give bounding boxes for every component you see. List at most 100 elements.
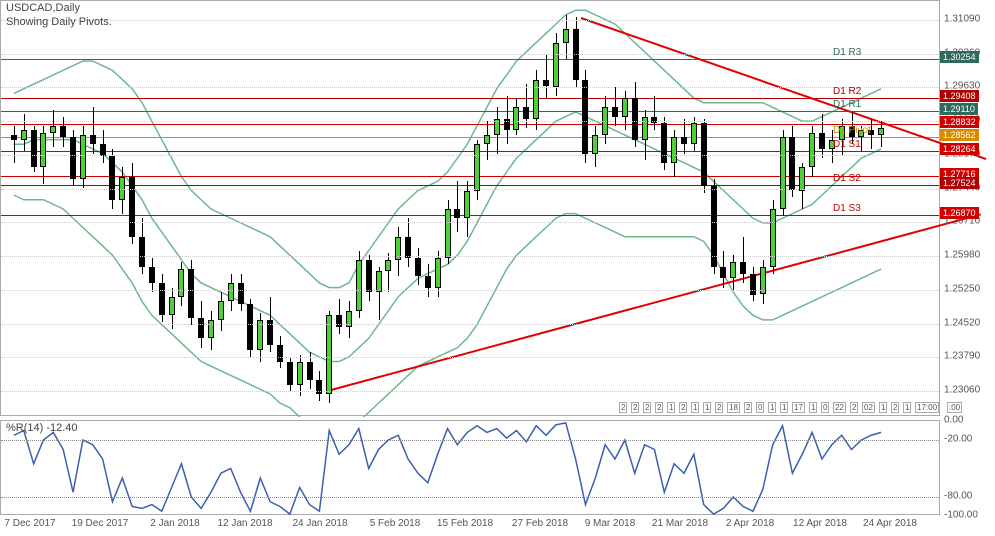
price-tag: 1.29408	[940, 90, 979, 102]
date-axis: 7 Dec 2017 19 Dec 2017 2 Jan 2018 12 Jan 20…	[0, 516, 940, 536]
date-tick: 2 Jan 2018	[150, 518, 200, 529]
candle-body	[415, 258, 421, 276]
pivot-line	[1, 59, 939, 60]
small-number: 17	[792, 402, 805, 413]
pivot-line	[1, 124, 939, 125]
pivot-line	[1, 111, 939, 112]
candle-body	[336, 315, 342, 327]
candle-body	[711, 186, 717, 267]
small-number: 1	[703, 402, 711, 413]
candle-body	[750, 274, 756, 295]
date-tick: 24 Jan 2018	[292, 518, 347, 529]
price-tag: 1.29110	[940, 103, 978, 115]
price-tag: 1.27524	[940, 177, 979, 189]
candle-body	[878, 128, 884, 135]
candle-body	[632, 98, 638, 140]
candle-body	[435, 258, 441, 288]
candle-body	[80, 135, 86, 179]
candle-body	[484, 135, 490, 144]
date-tick: 24 Apr 2018	[863, 518, 917, 529]
price-tick: 1.25980	[944, 250, 980, 261]
candle-body	[622, 98, 628, 116]
price-tag: 1.28832	[940, 116, 979, 128]
candle-wick	[388, 253, 389, 292]
price-chart-area[interactable]: D1 R3D1 R2D1 R1D1 PivotD1 S1D1 S2D1 S3 2…	[0, 0, 940, 416]
pivot-line	[1, 137, 939, 138]
candle-body	[799, 167, 805, 190]
date-tick: 12 Jan 2018	[217, 518, 272, 529]
candle-body	[513, 107, 519, 130]
date-tick: 12 Apr 2018	[793, 518, 847, 529]
small-number: 1	[691, 402, 699, 413]
price-tick: 1.23790	[944, 351, 980, 362]
candle-body	[740, 262, 746, 274]
date-tick: 21 Mar 2018	[652, 518, 708, 529]
candle-body	[356, 260, 362, 311]
date-tick: 19 Dec 2017	[72, 518, 129, 529]
pivot-label: D1 S1	[833, 139, 861, 150]
bollinger-bands	[1, 1, 941, 417]
price-axis: 1.310901.303601.296301.289001.281701.274…	[940, 0, 995, 416]
pivot-line	[1, 98, 939, 99]
indicator-line	[1, 421, 941, 516]
candle-body	[553, 43, 559, 87]
date-tick: 5 Feb 2018	[370, 518, 421, 529]
candle-body	[31, 130, 37, 167]
pivot-label: D1 S2	[833, 173, 861, 184]
candle-body	[238, 283, 244, 304]
candle-body	[70, 137, 76, 179]
small-number: 2	[744, 402, 752, 413]
indicator-area[interactable]	[0, 420, 940, 515]
date-tick: 7 Dec 2017	[4, 518, 55, 529]
small-number: 17:00	[915, 402, 939, 413]
candle-body	[533, 80, 539, 119]
date-tick: 9 Mar 2018	[585, 518, 636, 529]
small-number: 2	[850, 402, 858, 413]
price-tick: 1.23060	[944, 385, 980, 396]
candle-body	[612, 107, 618, 116]
indicator-title: %R(14) -12.40	[6, 422, 78, 434]
candle-body	[454, 209, 460, 218]
candle-body	[178, 269, 184, 297]
candle-body	[21, 130, 27, 139]
candle-body	[770, 209, 776, 267]
candle-body	[198, 318, 204, 339]
candle-body	[474, 144, 480, 190]
candle-body	[681, 137, 687, 144]
chart-container: USDCAD,Daily Showing Daily Pivots. %R(14…	[0, 0, 995, 536]
indicator-tick: 0.00	[944, 415, 963, 426]
candle-body	[582, 80, 588, 154]
candle-wick	[546, 54, 547, 98]
price-tick: 1.31090	[944, 13, 980, 24]
small-number: 1	[667, 402, 675, 413]
candle-body	[780, 137, 786, 209]
candle-body	[297, 362, 303, 385]
candle-body	[366, 260, 372, 292]
candle-body	[809, 133, 815, 168]
candle-body	[326, 315, 332, 394]
candle-body	[543, 80, 549, 87]
small-number: 18	[727, 402, 740, 413]
candle-body	[149, 267, 155, 283]
candle-wick	[14, 126, 15, 163]
candle-body	[188, 269, 194, 318]
candle-body	[445, 209, 451, 258]
small-number: 2	[715, 402, 723, 413]
candle-wick	[93, 107, 94, 153]
candle-body	[159, 283, 165, 315]
candle-body	[50, 126, 56, 133]
candle-body	[385, 260, 391, 272]
candle-body	[109, 156, 115, 200]
date-tick: 27 Feb 2018	[512, 518, 568, 529]
candle-body	[691, 123, 697, 144]
candle-body	[720, 267, 726, 279]
indicator-tick: -20.00	[944, 434, 972, 445]
price-tick: 1.25250	[944, 283, 980, 294]
candle-wick	[615, 87, 616, 126]
candle-body	[277, 345, 283, 361]
candle-body	[139, 237, 145, 267]
small-number: 1	[768, 402, 776, 413]
candle-body	[661, 123, 667, 162]
candle-body	[819, 133, 825, 149]
price-tag: 1.28562	[940, 129, 979, 141]
